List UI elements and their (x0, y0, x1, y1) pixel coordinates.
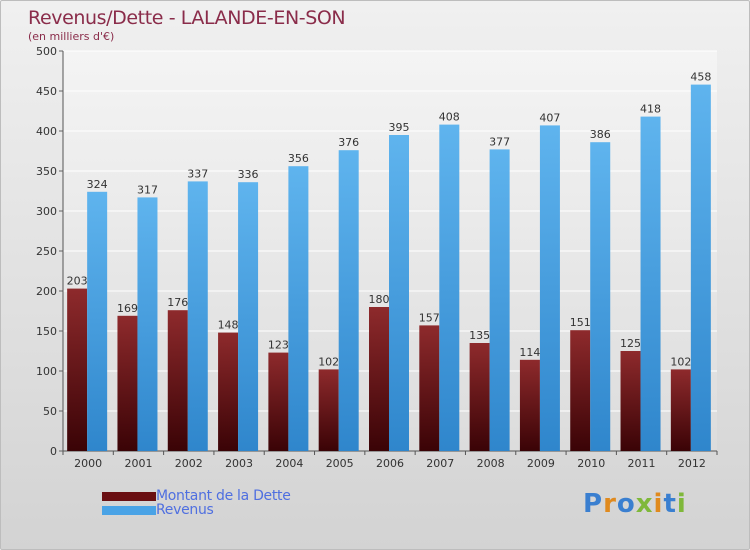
bar-debt (519, 359, 540, 451)
bar-revenue (439, 124, 460, 451)
bar-revenue (590, 142, 611, 451)
x-tick-label: 2005 (326, 457, 354, 470)
x-tick-label: 2007 (426, 457, 454, 470)
bar-debt (369, 307, 389, 451)
y-tick-label: 100 (36, 365, 57, 378)
data-label-revenue: 386 (590, 128, 611, 141)
data-label-revenue: 376 (338, 136, 359, 149)
data-label-debt: 169 (117, 302, 138, 315)
bar-debt (117, 315, 138, 451)
data-label-revenue: 377 (489, 135, 510, 148)
data-label-debt: 180 (369, 293, 390, 306)
y-tick-label: 500 (36, 45, 57, 58)
x-tick-label: 2001 (124, 457, 152, 470)
x-tick-label: 2003 (225, 457, 253, 470)
data-label-revenue: 418 (640, 103, 661, 116)
bar-debt (620, 351, 641, 451)
data-label-debt: 157 (419, 311, 440, 324)
data-label-debt: 125 (620, 337, 641, 350)
data-label-debt: 176 (167, 296, 188, 309)
data-label-revenue: 336 (238, 168, 259, 181)
x-tick-label: 2011 (628, 457, 656, 470)
data-label-revenue: 395 (389, 121, 410, 134)
bar-revenue (187, 181, 208, 451)
y-tick-label: 450 (36, 85, 57, 98)
bar-debt (670, 369, 691, 451)
x-tick-label: 2012 (678, 457, 706, 470)
x-tick-label: 2009 (527, 457, 555, 470)
data-label-revenue: 356 (288, 152, 309, 165)
data-label-revenue: 337 (187, 167, 208, 180)
bar-debt (318, 369, 339, 451)
data-label-debt: 102 (318, 355, 339, 368)
chart-title: Revenus/Dette - LALANDE-EN-SON (28, 7, 346, 29)
bar-revenue (640, 116, 661, 451)
bar-debt (268, 352, 289, 451)
data-label-revenue: 317 (137, 183, 158, 196)
proxiti-logo: Proxiti (583, 489, 687, 519)
bar-revenue (690, 84, 711, 451)
data-label-debt: 203 (67, 275, 88, 288)
y-tick-label: 50 (43, 405, 57, 418)
y-tick-label: 150 (36, 325, 57, 338)
bar-revenue (489, 149, 510, 451)
bar-revenue (238, 182, 259, 451)
data-label-debt: 148 (218, 319, 239, 332)
bar-revenue (338, 150, 359, 451)
bar-debt (469, 343, 490, 451)
y-tick-label: 300 (36, 205, 57, 218)
x-tick-label: 2008 (477, 457, 505, 470)
legend-label-revenue: Revenus (156, 502, 214, 518)
data-label-revenue: 408 (439, 111, 460, 124)
bar-revenue (137, 197, 158, 451)
bar-revenue (288, 166, 309, 451)
x-tick-label: 2000 (74, 457, 102, 470)
data-label-debt: 102 (670, 355, 691, 368)
data-label-debt: 123 (268, 339, 289, 352)
y-tick-label: 250 (36, 245, 57, 258)
bar-debt (218, 332, 239, 451)
x-tick-label: 2004 (275, 457, 303, 470)
bar-debt (67, 288, 88, 451)
y-tick-label: 0 (50, 445, 57, 458)
data-label-debt: 114 (519, 346, 540, 359)
x-tick-label: 2006 (376, 457, 404, 470)
data-label-revenue: 407 (539, 111, 560, 124)
y-tick-label: 350 (36, 165, 57, 178)
bar-revenue (389, 135, 409, 451)
x-tick-label: 2002 (175, 457, 203, 470)
data-label-revenue: 324 (87, 178, 108, 191)
bar-revenue (87, 191, 108, 452)
bar-debt (167, 310, 188, 451)
y-tick-label: 400 (36, 125, 57, 138)
legend-swatch-revenue (102, 505, 156, 515)
y-tick-label: 200 (36, 285, 57, 298)
chart-subtitle: (en milliers d'€) (28, 30, 115, 43)
legend-item-debt: Montant de la Dette (102, 488, 291, 504)
legend-item-revenue: Revenus (102, 502, 214, 518)
data-label-revenue: 458 (690, 71, 711, 84)
bar-debt (570, 330, 591, 451)
data-label-debt: 151 (570, 316, 591, 329)
bar-revenue (539, 125, 560, 452)
legend-label-debt: Montant de la Dette (156, 488, 291, 504)
data-label-debt: 135 (469, 329, 490, 342)
x-tick-label: 2010 (577, 457, 605, 470)
legend-swatch-debt (102, 491, 156, 501)
bar-debt (419, 325, 440, 451)
